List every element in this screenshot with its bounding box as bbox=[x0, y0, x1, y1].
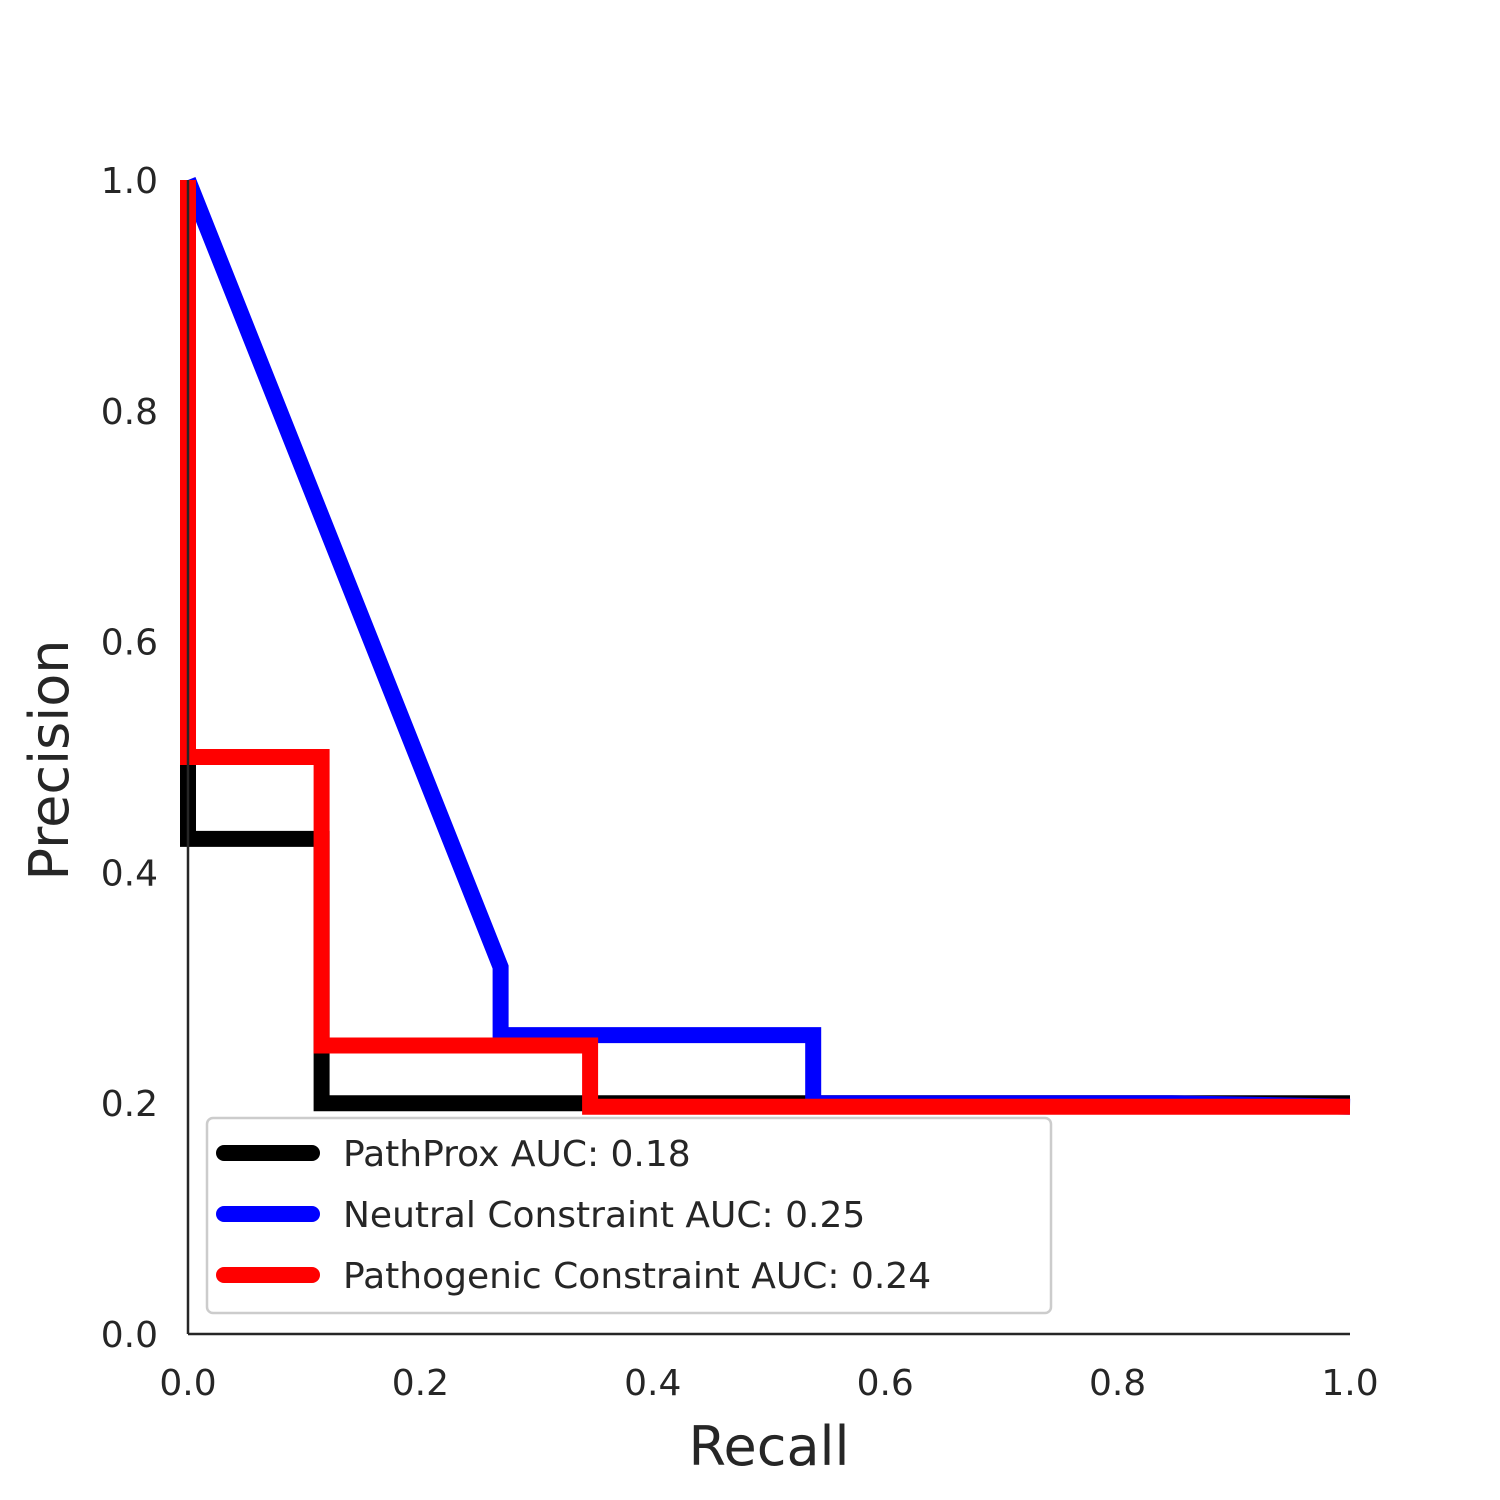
y-tick-label: 0.0 bbox=[101, 1315, 158, 1356]
x-tick-label: 0.8 bbox=[1089, 1363, 1146, 1404]
x-tick-label: 0.4 bbox=[624, 1363, 681, 1404]
y-tick-label: 1.0 bbox=[101, 161, 158, 202]
y-tick-label: 0.2 bbox=[101, 1084, 158, 1125]
x-tick-label: 0.0 bbox=[159, 1363, 216, 1404]
legend-label: PathProx AUC: 0.18 bbox=[343, 1134, 691, 1175]
x-tick-labels: 0.0 0.2 0.4 0.6 0.8 1.0 bbox=[159, 1363, 1378, 1404]
y-tick-label: 0.6 bbox=[101, 623, 158, 664]
y-axis-title: Precision bbox=[18, 640, 81, 881]
x-tick-label: 1.0 bbox=[1321, 1363, 1378, 1404]
legend: PathProx AUC: 0.18 Neutral Constraint AUC… bbox=[205, 1116, 1053, 1315]
y-tick-labels: 0.0 0.2 0.4 0.6 0.8 1.0 bbox=[101, 161, 158, 1356]
x-axis-title: Recall bbox=[688, 1415, 849, 1478]
x-tick-label: 0.2 bbox=[392, 1363, 449, 1404]
x-tick-label: 0.6 bbox=[857, 1363, 914, 1404]
legend-label: Neutral Constraint AUC: 0.25 bbox=[343, 1195, 865, 1236]
legend-label: Pathogenic Constraint AUC: 0.24 bbox=[343, 1256, 931, 1297]
legend-box bbox=[205, 1116, 1053, 1315]
y-tick-label: 0.4 bbox=[101, 853, 158, 894]
y-tick-label: 0.8 bbox=[101, 392, 158, 433]
